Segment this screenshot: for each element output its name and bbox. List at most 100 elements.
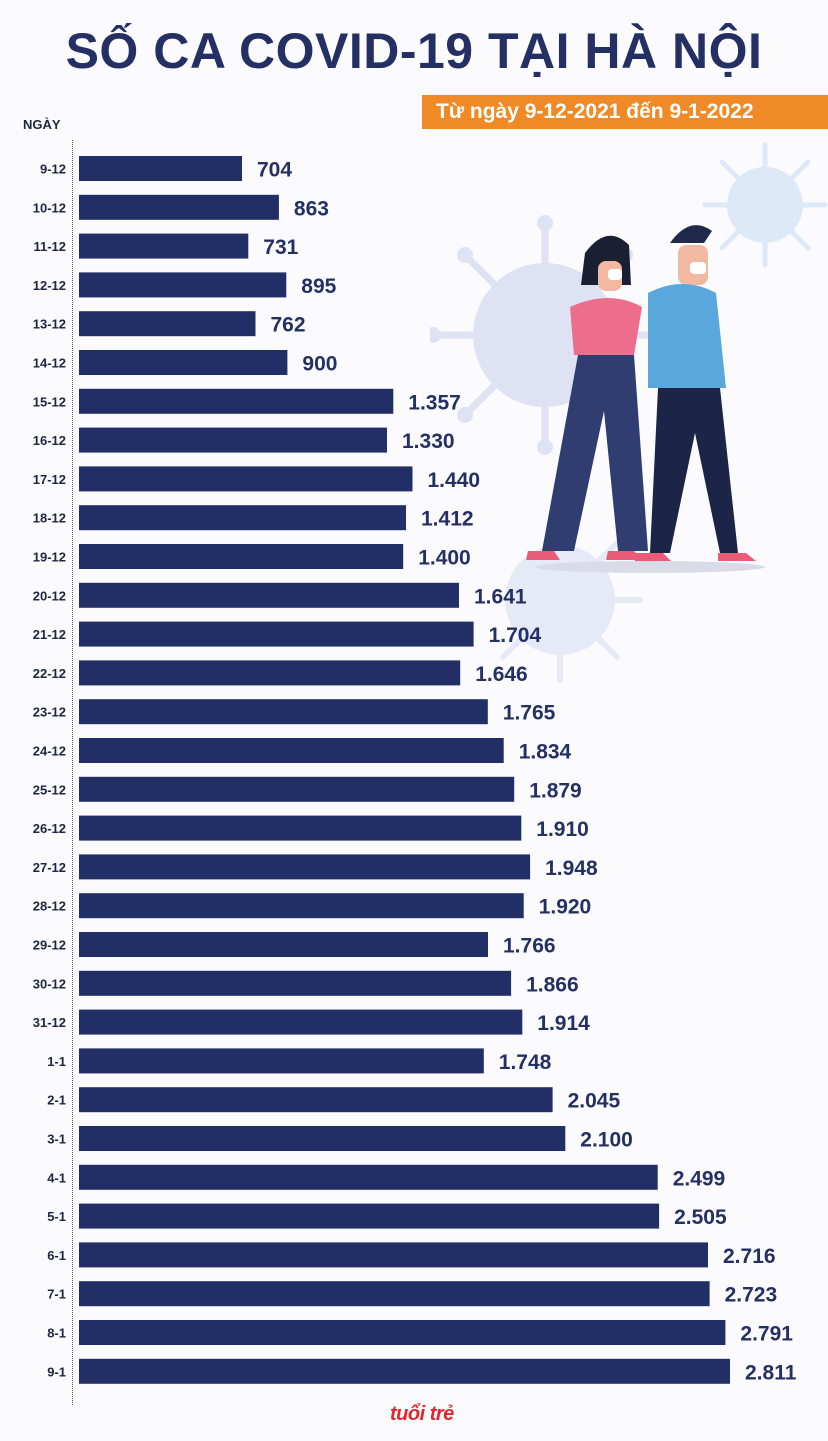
bar bbox=[79, 156, 242, 181]
bar bbox=[79, 1320, 726, 1345]
chart-title: SỐ CA COVID-19 TẠI HÀ NỘI bbox=[65, 23, 763, 79]
category-tick-label: 6-1 bbox=[47, 1248, 66, 1263]
category-tick-label: 21-12 bbox=[33, 627, 66, 642]
bar-value-label: 1.766 bbox=[503, 935, 556, 958]
bar-value-label: 1.914 bbox=[537, 1012, 590, 1035]
bar-value-label: 731 bbox=[263, 236, 298, 259]
category-tick-label: 11-12 bbox=[33, 239, 66, 254]
virus-icon bbox=[702, 142, 828, 268]
category-tick-label: 15-12 bbox=[33, 394, 66, 409]
category-tick-label: 25-12 bbox=[33, 782, 66, 797]
bar bbox=[79, 427, 387, 453]
category-tick-label: 9-12 bbox=[40, 162, 66, 177]
category-tick-label: 22-12 bbox=[33, 666, 66, 681]
bar-value-label: 1.765 bbox=[503, 702, 556, 725]
bar-value-label: 1.866 bbox=[526, 973, 579, 996]
category-tick-label: 23-12 bbox=[33, 705, 66, 720]
category-tick-label: 7-1 bbox=[47, 1287, 66, 1302]
bar-value-label: 900 bbox=[302, 353, 337, 376]
bar-value-label: 2.045 bbox=[568, 1090, 621, 1113]
bar bbox=[79, 505, 406, 531]
y-axis-line bbox=[72, 140, 73, 1405]
bar bbox=[79, 311, 256, 337]
bar bbox=[79, 233, 249, 259]
category-tick-label: 8-1 bbox=[47, 1326, 66, 1341]
bar bbox=[79, 1087, 553, 1113]
bar-value-label: 1.704 bbox=[489, 624, 542, 647]
bar-value-label: 1.879 bbox=[529, 779, 582, 802]
bar bbox=[79, 815, 522, 841]
bar bbox=[79, 1281, 710, 1307]
bar-value-label: 1.910 bbox=[536, 818, 589, 841]
tuoi-tre-logo: tuổi trẻ bbox=[390, 1403, 454, 1425]
date-range-banner: Từ ngày 9-12-2021 đến 9-1-2022 bbox=[422, 95, 828, 129]
category-tick-label: 13-12 bbox=[33, 317, 66, 332]
bar bbox=[79, 660, 461, 686]
bar-value-label: 1.400 bbox=[418, 547, 471, 570]
bar bbox=[79, 699, 488, 725]
category-tick-label: 27-12 bbox=[33, 860, 66, 875]
bar-value-label: 1.357 bbox=[408, 391, 461, 414]
category-tick-label: 4-1 bbox=[47, 1170, 66, 1185]
category-tick-label: 19-12 bbox=[33, 550, 66, 565]
category-tick-label: 30-12 bbox=[33, 976, 66, 991]
bar bbox=[79, 621, 474, 647]
category-tick-label: 18-12 bbox=[33, 511, 66, 526]
category-tick-label: 16-12 bbox=[33, 433, 66, 448]
bar-value-label: 895 bbox=[301, 275, 336, 298]
bar bbox=[79, 582, 459, 608]
category-tick-label: 28-12 bbox=[33, 899, 66, 914]
bar-value-label: 1.920 bbox=[539, 896, 592, 919]
bar-value-label: 1.412 bbox=[421, 508, 474, 531]
bar-value-label: 762 bbox=[271, 314, 306, 337]
man-figure bbox=[635, 225, 756, 561]
category-tick-label: 3-1 bbox=[47, 1132, 66, 1147]
bar bbox=[79, 1126, 566, 1151]
category-tick-label: 10-12 bbox=[33, 200, 66, 215]
bar-value-label: 2.499 bbox=[673, 1167, 726, 1190]
category-tick-label: 20-12 bbox=[33, 588, 66, 603]
category-tick-label: 2-1 bbox=[47, 1093, 66, 1108]
bar-value-label: 2.100 bbox=[580, 1129, 633, 1152]
bar bbox=[79, 893, 524, 919]
category-tick-label: 12-12 bbox=[33, 278, 66, 293]
bar bbox=[79, 388, 394, 414]
bar bbox=[79, 738, 504, 763]
bar bbox=[79, 932, 488, 957]
bar-value-label: 1.948 bbox=[545, 857, 598, 880]
couple-mask-illustration bbox=[430, 142, 828, 683]
bar-value-label: 1.646 bbox=[475, 663, 528, 686]
y-axis-label: NGÀY bbox=[23, 117, 61, 132]
bar-value-label: 1.440 bbox=[428, 469, 481, 492]
bar bbox=[79, 1203, 660, 1229]
bar bbox=[79, 854, 531, 880]
category-tick-label: 17-12 bbox=[33, 472, 66, 487]
bar bbox=[79, 1164, 658, 1190]
category-tick-label: 1-1 bbox=[47, 1054, 66, 1069]
bar-value-label: 704 bbox=[257, 159, 292, 182]
bar bbox=[79, 350, 288, 375]
category-tick-label: 9-1 bbox=[47, 1364, 66, 1379]
woman-figure bbox=[526, 235, 648, 560]
bar bbox=[79, 1048, 484, 1074]
bar bbox=[79, 1358, 730, 1384]
bar bbox=[79, 466, 413, 492]
category-tick-label: 5-1 bbox=[47, 1209, 66, 1224]
category-tick-label: 29-12 bbox=[33, 938, 66, 953]
bar-value-label: 2.811 bbox=[745, 1361, 797, 1384]
bar-value-label: 1.641 bbox=[474, 585, 527, 608]
bar-value-label: 2.716 bbox=[723, 1245, 776, 1268]
category-tick-label: 31-12 bbox=[33, 1015, 66, 1030]
bar bbox=[79, 1009, 523, 1035]
bar-value-label: 863 bbox=[294, 197, 329, 220]
category-tick-label: 24-12 bbox=[33, 744, 66, 759]
bar-value-label: 2.791 bbox=[740, 1323, 793, 1346]
category-tick-label: 14-12 bbox=[33, 356, 66, 371]
category-tick-label: 26-12 bbox=[33, 821, 66, 836]
bar-value-label: 2.505 bbox=[674, 1206, 727, 1229]
bar-value-label: 1.834 bbox=[519, 741, 572, 764]
bar-value-label: 1.748 bbox=[499, 1051, 552, 1074]
bar bbox=[79, 970, 512, 996]
bar-value-label: 1.330 bbox=[402, 430, 455, 453]
